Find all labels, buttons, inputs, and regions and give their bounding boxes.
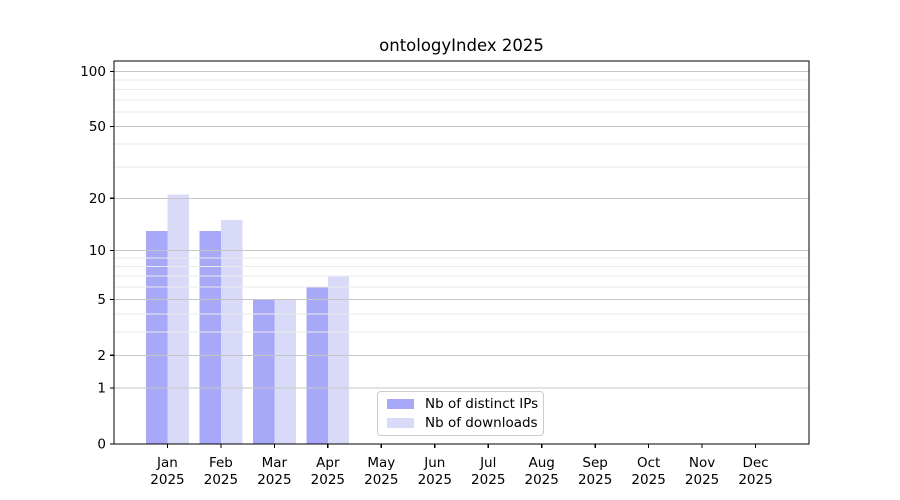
x-tick-label-month: Jan	[156, 455, 178, 471]
x-tick-label-month: Apr	[316, 455, 340, 471]
x-tick-label-year: 2025	[150, 472, 184, 488]
x-tick-label-month: Dec	[742, 455, 768, 471]
x-tick-label-month: Feb	[209, 455, 233, 471]
x-tick-label-year: 2025	[257, 472, 291, 488]
bar-downloads	[167, 194, 189, 444]
y-tick-label: 1	[97, 381, 106, 397]
x-tick-label-year: 2025	[685, 472, 719, 488]
x-tick-label-year: 2025	[364, 472, 398, 488]
legend-label-distinct-ips: Nb of distinct IPs	[425, 396, 539, 412]
x-tick-label-month: Mar	[262, 455, 288, 471]
x-tick-label-year: 2025	[525, 472, 559, 488]
legend-label-downloads: Nb of downloads	[425, 415, 538, 431]
x-tick-label-year: 2025	[311, 472, 345, 488]
legend: Nb of distinct IPs Nb of downloads	[377, 391, 544, 436]
x-tick-label-year: 2025	[471, 472, 505, 488]
bar-distinct-ips	[306, 286, 328, 444]
x-tick-label-month: Jun	[423, 455, 445, 471]
x-tick-label-month: Sep	[582, 455, 607, 471]
x-tick-label-month: Nov	[689, 455, 715, 471]
x-tick-label-year: 2025	[738, 472, 772, 488]
x-tick-label-year: 2025	[204, 472, 238, 488]
y-tick-label: 2	[97, 348, 106, 364]
y-tick-label: 5	[97, 292, 106, 308]
x-tick-label-year: 2025	[631, 472, 665, 488]
bar-distinct-ips	[146, 230, 168, 444]
y-tick-label: 20	[89, 191, 106, 207]
bar-downloads	[274, 299, 296, 444]
legend-swatch-distinct-ips	[387, 399, 414, 409]
bar-distinct-ips	[253, 299, 275, 444]
legend-item-downloads: Nb of downloads	[387, 414, 538, 432]
x-tick-label-month: Jul	[479, 455, 496, 471]
legend-swatch-downloads	[387, 418, 414, 428]
chart-title: ontologyIndex 2025	[379, 36, 544, 55]
y-tick-label: 50	[89, 119, 106, 135]
bar-downloads	[327, 276, 350, 444]
y-tick-label: 10	[89, 243, 106, 259]
y-tick-label: 100	[80, 64, 106, 80]
x-tick-label-year: 2025	[418, 472, 452, 488]
bar-distinct-ips	[199, 230, 221, 444]
legend-item-distinct-ips: Nb of distinct IPs	[387, 395, 538, 413]
y-tick-label: 0	[97, 437, 106, 453]
x-tick-label-month: Oct	[637, 455, 660, 471]
axes-spines	[113, 60, 810, 445]
x-tick-label-year: 2025	[578, 472, 612, 488]
x-tick-label-month: May	[367, 455, 395, 471]
x-tick-label-month: Aug	[529, 455, 555, 471]
